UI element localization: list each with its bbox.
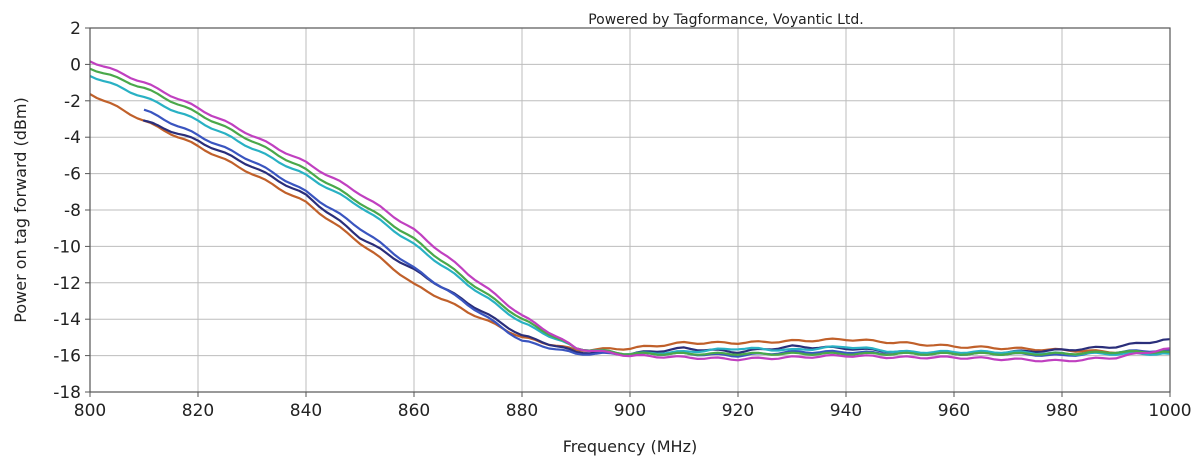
y-axis-label: Power on tag forward (dBm) <box>11 97 30 322</box>
y-tick-label: 2 <box>70 19 81 39</box>
x-tick-label: 820 <box>182 401 214 421</box>
x-tick-label: 980 <box>1046 401 1078 421</box>
y-axis-ticks: 2 0 -2 -4 -6 -8 -10 -12 -14 -16 -18 <box>53 19 90 403</box>
y-tick-label: -16 <box>53 347 81 367</box>
series-line-5 <box>89 67 1171 356</box>
x-tick-label: 840 <box>290 401 322 421</box>
x-tick-label: 860 <box>398 401 430 421</box>
y-tick-label: -6 <box>64 165 81 185</box>
y-tick-label: -18 <box>53 383 81 403</box>
x-tick-label: 900 <box>614 401 646 421</box>
x-tick-label: 920 <box>722 401 754 421</box>
y-tick-label: 0 <box>70 55 81 75</box>
chart-series-layer <box>89 60 1171 363</box>
x-axis-label: Frequency (MHz) <box>563 437 697 456</box>
x-axis-ticks: 800 820 840 860 880 900 920 940 960 980 1000 <box>74 392 1192 421</box>
y-tick-label: -10 <box>53 237 81 257</box>
series-line-6 <box>89 60 1171 363</box>
y-tick-label: -4 <box>64 128 81 148</box>
y-tick-label: -14 <box>53 310 81 330</box>
x-tick-label: 800 <box>74 401 106 421</box>
chart-credit-annotation: Powered by Tagformance, Voyantic Ltd. <box>588 12 864 28</box>
x-tick-label: 940 <box>830 401 862 421</box>
x-tick-label: 880 <box>506 401 538 421</box>
y-tick-label: -12 <box>53 274 81 294</box>
y-tick-label: -2 <box>64 92 81 112</box>
x-tick-label: 1000 <box>1148 401 1191 421</box>
series-line-1 <box>89 93 1171 355</box>
x-tick-label: 960 <box>938 401 970 421</box>
y-tick-label: -8 <box>64 201 81 221</box>
